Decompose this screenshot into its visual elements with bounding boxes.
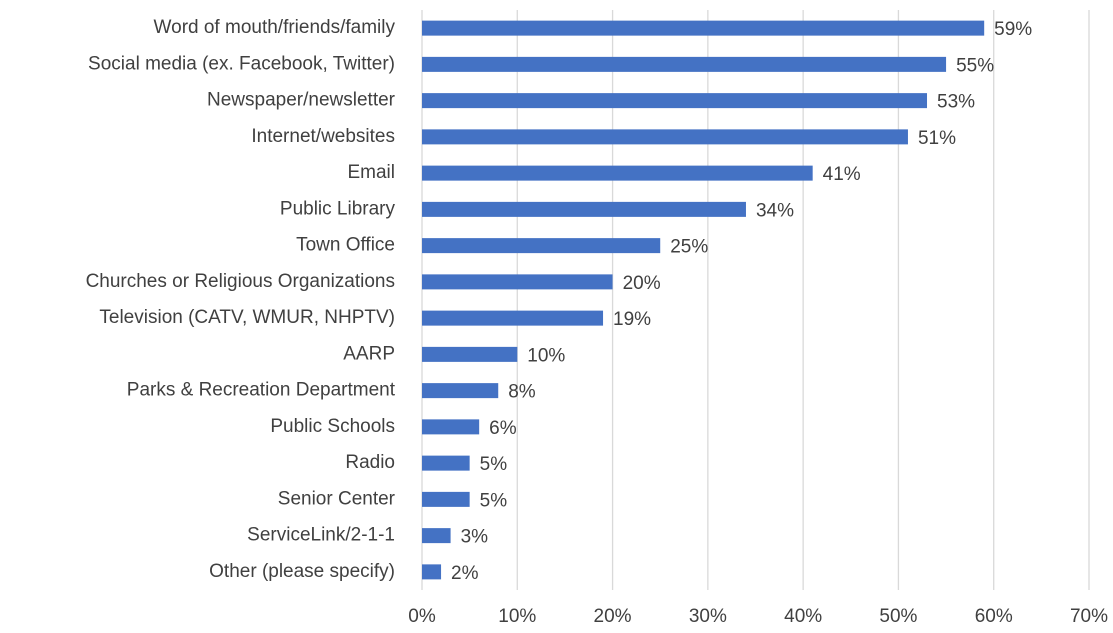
x-tick-label: 0% <box>408 606 436 627</box>
bar <box>422 455 470 471</box>
data-label: 2% <box>451 563 479 584</box>
bar <box>422 419 480 435</box>
data-label: 5% <box>480 454 508 475</box>
bar <box>422 165 813 181</box>
y-tick-label: AARP <box>343 343 395 364</box>
y-tick-label: Social media (ex. Facebook, Twitter) <box>88 53 395 74</box>
x-tick-label: 20% <box>594 606 632 627</box>
y-tick-label: Public Library <box>280 198 396 219</box>
y-tick-label: Newspaper/newsletter <box>207 90 396 111</box>
x-tick-label: 50% <box>879 606 917 627</box>
x-tick-label: 70% <box>1070 606 1108 627</box>
bar <box>422 20 985 36</box>
data-label: 34% <box>756 200 794 221</box>
bar <box>422 346 518 362</box>
y-tick-label: Radio <box>345 452 395 473</box>
x-tick-label: 30% <box>689 606 727 627</box>
data-label: 25% <box>670 237 708 258</box>
bar <box>422 56 947 72</box>
bar <box>422 528 451 544</box>
y-tick-label: Town Office <box>296 235 395 256</box>
y-tick-label: Churches or Religious Organizations <box>86 271 395 292</box>
data-label: 19% <box>613 309 651 330</box>
bar <box>422 491 470 507</box>
bar <box>422 310 604 326</box>
y-tick-label: Parks & Recreation Department <box>127 380 396 401</box>
data-label: 6% <box>489 418 517 439</box>
y-tick-label: Email <box>347 162 395 183</box>
data-label: 55% <box>956 55 994 76</box>
x-tick-label: 60% <box>975 606 1013 627</box>
x-tick-label: 10% <box>498 606 536 627</box>
y-tick-label: Word of mouth/friends/family <box>154 17 396 38</box>
bar <box>422 201 746 217</box>
bar <box>422 564 442 580</box>
data-label: 8% <box>508 382 536 403</box>
data-label: 5% <box>480 490 508 511</box>
bar <box>422 238 661 254</box>
bar <box>422 93 928 109</box>
data-label: 51% <box>918 128 956 149</box>
y-tick-label: Television (CATV, WMUR, NHPTV) <box>99 307 395 328</box>
x-tick-label: 40% <box>784 606 822 627</box>
data-label: 41% <box>823 164 861 185</box>
y-tick-label: Other (please specify) <box>209 561 395 582</box>
bar <box>422 129 908 145</box>
data-label: 20% <box>623 273 661 294</box>
y-tick-label: Public Schools <box>270 416 395 437</box>
data-label: 53% <box>937 92 975 113</box>
bar <box>422 383 499 399</box>
y-tick-label: ServiceLink/2-1-1 <box>247 525 395 546</box>
data-label: 10% <box>527 345 565 366</box>
data-label: 59% <box>994 19 1032 40</box>
y-tick-label: Internet/websites <box>251 126 395 147</box>
y-tick-label: Senior Center <box>278 488 396 509</box>
data-label: 3% <box>461 527 489 548</box>
bar <box>422 274 613 290</box>
